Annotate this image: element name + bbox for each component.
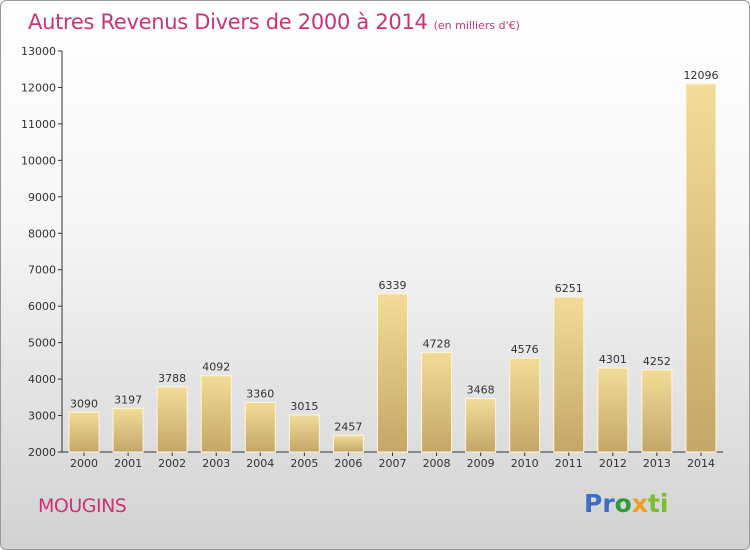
bar-value-label: 4092 [202, 361, 230, 374]
bar-2012 [597, 367, 629, 453]
bars: 3090 3197 3788 4092 3360 3015 2457 6339 4728 3468… [68, 69, 718, 453]
x-tick-label: 2001 [114, 457, 142, 470]
x-tick-label: 2007 [379, 457, 407, 470]
y-tick-label: 2000 [28, 446, 56, 459]
bar-value-label: 3015 [290, 400, 318, 413]
logo-part-x: x [631, 489, 648, 518]
x-tick-label: 2005 [290, 457, 318, 470]
x-tick-label: 2008 [423, 457, 451, 470]
logo-part-ti: ti [647, 489, 669, 518]
bar-2006 [332, 434, 364, 453]
bar-value-label: 4252 [643, 355, 671, 368]
bar-2000 [68, 411, 100, 453]
x-tick-label: 2003 [202, 457, 230, 470]
proxiti-logo[interactable]: Proxti [584, 489, 669, 518]
bar-2001 [112, 407, 144, 453]
y-tick-label: 3000 [28, 410, 56, 423]
x-tick-label: 2010 [511, 457, 539, 470]
y-tick-label: 7000 [28, 264, 56, 277]
x-tick-label: 2006 [334, 457, 362, 470]
bar-value-label: 4728 [423, 338, 451, 351]
bar-value-label: 3788 [158, 372, 186, 385]
y-tick-label: 5000 [28, 337, 56, 350]
y-tick-label: 11000 [21, 118, 56, 131]
chart-subtitle: (en milliers d'€) [433, 19, 520, 32]
y-tick-label: 10000 [21, 154, 56, 167]
y-tick-label: 13000 [21, 45, 56, 58]
bar-2007 [377, 293, 408, 453]
bar-value-label: 3468 [467, 383, 495, 396]
x-tick-label: 2014 [687, 457, 715, 470]
x-tick-label: 2011 [555, 457, 583, 470]
bar-value-label: 3360 [246, 387, 274, 400]
y-tick-label: 6000 [28, 300, 56, 313]
x-tick-label: 2013 [643, 457, 671, 470]
bar-value-label: 6251 [555, 282, 583, 295]
bar-2004 [244, 401, 276, 453]
bar-2014 [685, 83, 717, 453]
x-tick-label: 2002 [158, 457, 186, 470]
bar-value-label: 4301 [599, 353, 627, 366]
y-tick-label: 9000 [28, 191, 56, 204]
bar-2005 [288, 414, 320, 453]
bar-value-label: 4576 [511, 343, 539, 356]
chart-title: Autres Revenus Divers de 2000 à 2014 (en … [28, 10, 520, 34]
chart-title-text: Autres Revenus Divers de 2000 à 2014 [28, 10, 428, 34]
logo-part-o: o [614, 489, 632, 518]
bar-2010 [509, 357, 541, 453]
x-tick-label: 2000 [70, 457, 98, 470]
bar-2009 [465, 397, 497, 453]
bar-2011 [553, 296, 585, 453]
bar-value-label: 12096 [683, 69, 718, 82]
bar-2002 [156, 386, 188, 453]
y-tick-label: 12000 [21, 81, 56, 94]
bar-2008 [421, 352, 453, 453]
bar-2013 [641, 369, 673, 453]
bar-2003 [200, 375, 232, 453]
bar-value-label: 2457 [334, 420, 362, 433]
bar-value-label: 3197 [114, 393, 142, 406]
x-tick-label: 2012 [599, 457, 627, 470]
y-tick-label: 8000 [28, 227, 56, 240]
bar-value-label: 6339 [379, 279, 407, 292]
x-tick-label: 2009 [467, 457, 495, 470]
x-tick-label: 2004 [246, 457, 274, 470]
y-tick-label: 4000 [28, 373, 56, 386]
city-name: MOUGINS [38, 495, 127, 517]
bar-value-label: 3090 [70, 397, 98, 410]
axes: 2000 3000 4000 5000 6000 7000 8000 9000 10000 110… [21, 45, 723, 470]
logo-part-pr: Pr [584, 489, 615, 518]
